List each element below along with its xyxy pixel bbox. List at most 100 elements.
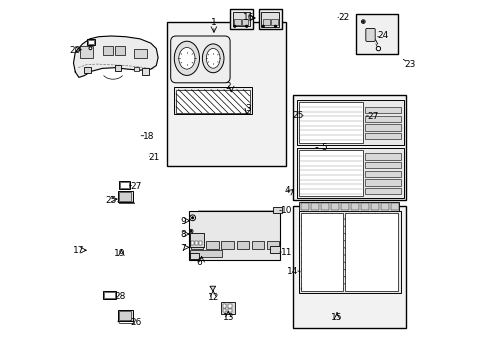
Bar (296, 148, 403, 198)
Bar (188, 211, 280, 260)
Bar (263, 19, 269, 25)
Bar (364, 162, 400, 168)
Bar (142, 68, 149, 75)
Bar (381, 203, 388, 210)
Bar (84, 67, 91, 73)
Circle shape (190, 230, 192, 232)
Text: 8: 8 (180, 230, 186, 239)
Circle shape (191, 217, 193, 219)
Bar (190, 253, 199, 259)
Bar (242, 19, 248, 25)
Bar (357, 112, 366, 120)
Circle shape (305, 117, 312, 124)
Bar (344, 213, 397, 291)
Bar (364, 153, 400, 160)
Circle shape (314, 287, 317, 290)
FancyBboxPatch shape (170, 36, 230, 83)
Circle shape (245, 25, 247, 27)
Bar (266, 241, 279, 249)
Text: 26: 26 (130, 318, 141, 328)
Bar (173, 87, 251, 114)
Bar (261, 12, 279, 27)
Bar (119, 181, 130, 189)
Bar (310, 203, 318, 210)
Ellipse shape (174, 41, 199, 76)
Text: 2: 2 (225, 82, 231, 91)
Bar (298, 202, 399, 211)
Bar (189, 233, 204, 247)
Bar (120, 182, 129, 188)
Text: 9: 9 (180, 217, 186, 226)
Text: 1: 1 (211, 18, 216, 27)
Bar (199, 241, 202, 245)
Circle shape (352, 287, 355, 290)
Bar (167, 22, 285, 166)
Bar (292, 95, 406, 200)
Bar (103, 291, 115, 299)
Bar (103, 46, 113, 55)
Circle shape (189, 229, 193, 233)
Bar (258, 9, 282, 29)
Text: 16: 16 (243, 13, 254, 22)
Text: 5: 5 (320, 143, 326, 152)
Circle shape (303, 115, 310, 122)
Bar (118, 310, 133, 321)
Ellipse shape (202, 44, 224, 73)
Bar (364, 133, 400, 139)
Circle shape (89, 47, 92, 50)
Circle shape (378, 287, 381, 290)
Text: 28: 28 (114, 292, 125, 301)
Bar (364, 171, 400, 177)
Circle shape (301, 287, 304, 290)
Bar (230, 9, 253, 29)
Bar (228, 304, 232, 308)
Text: 7: 7 (180, 244, 186, 253)
FancyBboxPatch shape (365, 28, 374, 41)
Bar (222, 304, 226, 308)
Bar (320, 203, 328, 210)
Bar (370, 203, 378, 210)
Text: 4: 4 (284, 186, 289, 195)
Text: 21: 21 (148, 153, 160, 162)
Ellipse shape (179, 48, 195, 69)
Bar (234, 19, 241, 25)
Bar (269, 246, 280, 253)
Circle shape (333, 287, 336, 290)
Bar (298, 150, 363, 196)
Circle shape (274, 25, 276, 27)
Circle shape (307, 287, 310, 290)
Bar (115, 46, 125, 55)
Text: 23: 23 (404, 60, 415, 69)
Bar (298, 211, 400, 293)
Text: 13: 13 (222, 313, 234, 322)
Text: 27: 27 (131, 182, 142, 191)
Bar (133, 67, 139, 71)
Bar (355, 14, 397, 54)
Text: 17: 17 (73, 246, 84, 256)
Circle shape (359, 287, 362, 290)
Bar (232, 12, 250, 26)
Circle shape (366, 287, 368, 290)
Bar (298, 102, 363, 143)
Bar (221, 302, 234, 314)
Text: 15: 15 (330, 313, 342, 322)
Text: 10: 10 (281, 206, 292, 215)
Bar (195, 241, 198, 245)
Text: 25: 25 (291, 111, 303, 120)
Polygon shape (209, 286, 215, 291)
Bar (190, 250, 222, 257)
Bar (115, 65, 121, 71)
Text: 22: 22 (337, 13, 348, 22)
Text: 27: 27 (367, 112, 378, 121)
Circle shape (385, 287, 387, 290)
Bar (301, 213, 342, 291)
Circle shape (189, 215, 195, 221)
Bar (80, 46, 93, 58)
Circle shape (233, 25, 235, 27)
Text: 25: 25 (105, 196, 117, 205)
Text: 12: 12 (207, 292, 219, 302)
Text: 24: 24 (377, 31, 388, 40)
Bar (364, 107, 400, 113)
Bar (303, 117, 314, 124)
Bar (292, 206, 406, 328)
